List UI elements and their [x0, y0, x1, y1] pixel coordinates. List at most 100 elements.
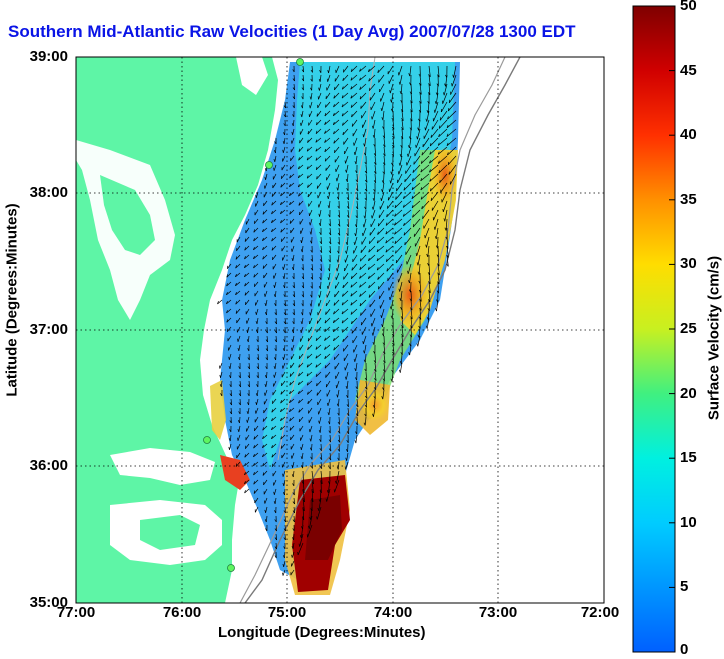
velocity-vector — [263, 479, 268, 486]
velocity-vector — [290, 434, 295, 441]
velocity-vector-head — [342, 293, 344, 297]
velocity-vector — [420, 155, 430, 164]
velocity-vector-head — [419, 91, 422, 95]
velocity-vector-head — [425, 325, 428, 329]
velocity-vector-head — [289, 211, 291, 215]
velocity-vector-head — [359, 293, 362, 297]
velocity-vector — [447, 146, 457, 156]
velocity-vector-head — [365, 386, 368, 390]
velocity-vector — [377, 65, 385, 74]
velocity-vector — [308, 119, 313, 126]
velocity-vector — [336, 380, 340, 389]
velocity-vector — [298, 353, 304, 360]
x-tick-label: 73:00 — [478, 604, 518, 621]
velocity-vector-head — [354, 233, 357, 237]
velocity-vector — [289, 407, 295, 413]
velocity-vector-head — [420, 169, 423, 173]
velocity-vector-head — [363, 152, 366, 156]
velocity-vector-head — [382, 378, 385, 382]
velocity-vector — [433, 209, 439, 221]
velocity-vector-head — [244, 490, 246, 494]
velocity-vector-head — [309, 447, 312, 451]
velocity-vector — [409, 65, 412, 77]
velocity-vector-head — [291, 338, 294, 343]
velocity-vector-head — [282, 563, 285, 567]
velocity-vector-head — [351, 320, 353, 324]
velocity-vector-head — [326, 489, 329, 494]
velocity-vector — [354, 236, 358, 245]
velocity-vector-head — [336, 196, 339, 200]
velocity-vector-head — [310, 78, 313, 82]
velocity-vector — [355, 362, 358, 372]
velocity-vector — [371, 209, 376, 219]
velocity-vector — [306, 362, 313, 368]
velocity-vector — [307, 182, 313, 188]
velocity-vector — [262, 209, 268, 215]
velocity-vector-head — [411, 195, 414, 199]
velocity-vector-head — [271, 409, 273, 413]
velocity-vector — [271, 443, 277, 449]
velocity-vector-head — [400, 316, 403, 319]
velocity-vector — [356, 398, 359, 408]
velocity-vector — [326, 290, 331, 298]
velocity-vector — [273, 371, 277, 378]
velocity-vector — [359, 281, 367, 288]
velocity-vector-head — [316, 122, 318, 126]
velocity-vector — [254, 425, 259, 432]
velocity-vector-head — [309, 429, 311, 433]
velocity-vector-head — [264, 293, 266, 297]
velocity-vector-head — [360, 105, 362, 109]
velocity-vector-head — [273, 284, 275, 288]
velocity-vector-head — [309, 312, 311, 316]
velocity-vector — [266, 308, 268, 316]
velocity-vector-head — [421, 152, 423, 156]
velocity-vector — [347, 407, 350, 416]
velocity-vector — [388, 281, 394, 291]
velocity-vector-head — [398, 162, 401, 166]
velocity-vector-head — [226, 274, 228, 278]
velocity-vector — [253, 434, 259, 440]
velocity-vector-head — [226, 319, 228, 323]
velocity-vector — [293, 263, 295, 271]
velocity-vector-head — [298, 202, 300, 206]
velocity-vector — [290, 362, 295, 369]
velocity-vector — [417, 254, 421, 266]
velocity-vector — [389, 290, 394, 301]
velocity-vector — [315, 362, 322, 368]
velocity-vector — [324, 362, 331, 369]
velocity-vector-head — [408, 352, 411, 356]
velocity-vector-head — [376, 240, 379, 244]
velocity-vector-head — [372, 404, 375, 408]
velocity-vector-head — [298, 157, 300, 161]
velocity-vector-head — [394, 240, 397, 244]
velocity-vector-head — [316, 329, 318, 333]
velocity-vector-head — [324, 320, 327, 324]
velocity-vector — [271, 434, 277, 440]
velocity-vector-head — [300, 122, 302, 126]
velocity-vector-head — [255, 311, 257, 315]
velocity-vector-head — [262, 418, 265, 422]
velocity-vector — [404, 236, 412, 246]
velocity-vector — [236, 245, 241, 252]
velocity-vector-head — [244, 292, 247, 296]
velocity-vector — [365, 173, 368, 183]
velocity-vector — [262, 263, 268, 269]
velocity-vector — [373, 128, 376, 138]
velocity-vector-head — [289, 175, 291, 179]
velocity-vector-head — [292, 537, 295, 541]
velocity-vector-head — [428, 83, 431, 87]
velocity-vector-head — [220, 393, 223, 397]
velocity-vector — [345, 371, 349, 380]
velocity-vector — [410, 317, 413, 329]
velocity-vector — [351, 263, 358, 271]
velocity-vector-head — [385, 231, 388, 235]
velocity-vector — [290, 569, 295, 576]
velocity-vector — [280, 407, 286, 413]
velocity-vector-head — [438, 125, 441, 129]
velocity-vector-head — [283, 294, 286, 298]
velocity-vector-head — [430, 197, 432, 201]
velocity-vector-head — [434, 236, 437, 240]
velocity-vector-head — [364, 197, 367, 201]
velocity-vector — [333, 326, 340, 333]
velocity-vector — [227, 326, 232, 332]
